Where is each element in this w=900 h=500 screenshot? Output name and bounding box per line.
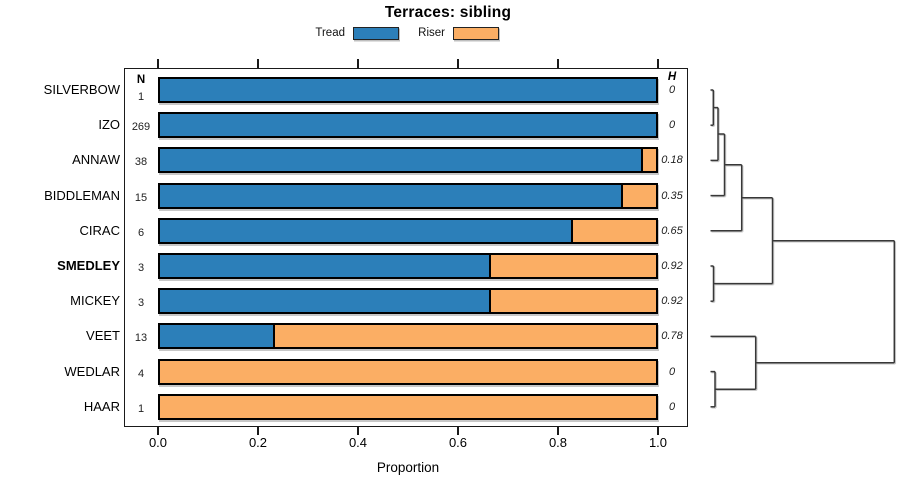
tread-segment: [160, 79, 656, 101]
h-column-header: H: [667, 71, 677, 83]
row-label: MICKEY: [70, 293, 120, 309]
tread-segment: [160, 114, 656, 137]
tread-segment: [160, 184, 623, 207]
h-value: 0.35: [661, 189, 683, 202]
h-value: 0.18: [661, 154, 683, 167]
chart-title: Terraces: sibling: [384, 4, 512, 21]
axis-tick-bottom: [557, 425, 559, 435]
stacked-bar: [158, 147, 658, 174]
axis-tick-bottom: [657, 425, 659, 435]
h-value: 0: [668, 365, 676, 378]
axis-tick-label: 0.2: [248, 435, 268, 450]
n-value: 6: [137, 226, 145, 239]
axis-tick-top: [557, 58, 559, 68]
n-value: 15: [134, 191, 148, 204]
axis-tick-top: [357, 58, 359, 68]
n-value: 38: [134, 156, 148, 169]
n-value: 3: [137, 262, 145, 274]
stacked-bar: [158, 182, 658, 209]
tread-segment: [160, 149, 644, 172]
axis-tick-label: 0.6: [448, 435, 468, 450]
legend-label-riser: Riser: [418, 27, 445, 39]
legend-label-tread: Tread: [315, 27, 345, 39]
axis-tick-bottom: [257, 425, 259, 435]
stacked-bar: [158, 112, 658, 139]
row-label: VEET: [86, 328, 120, 344]
stacked-bar: [158, 323, 658, 350]
axis-tick-label: 0.8: [548, 435, 568, 450]
plot-box: [124, 67, 688, 427]
axis-tick-label: 0.4: [348, 435, 368, 450]
h-value: 0.78: [661, 330, 683, 343]
row-label: WEDLAR: [64, 363, 120, 379]
tread-segment: [160, 219, 574, 242]
stacked-bar: [158, 77, 658, 103]
axis-tick-top: [157, 58, 159, 68]
h-value: 0: [668, 400, 676, 413]
tread-segment: [160, 255, 491, 277]
h-value: 0.65: [661, 224, 683, 237]
stacked-bar: [158, 393, 658, 420]
n-value: 13: [134, 332, 148, 345]
h-value: 0.92: [661, 295, 683, 308]
axis-tick-bottom: [357, 425, 359, 435]
row-label: ANNAW: [72, 152, 120, 168]
legend-swatch-tread: [353, 27, 399, 40]
row-label: BIDDLEMAN: [44, 187, 120, 203]
row-label: CIRAC: [79, 222, 120, 238]
axis-tick-bottom: [157, 425, 159, 435]
stacked-bar: [158, 217, 658, 244]
stacked-bar: [158, 358, 658, 385]
tread-segment: [160, 290, 491, 313]
n-value: 4: [137, 367, 145, 380]
row-label: SMEDLEY: [57, 258, 120, 273]
h-value: 0: [668, 84, 676, 96]
axis-tick-label: 0.0: [148, 435, 168, 450]
axis-tick-label: 1.0: [648, 435, 668, 450]
tread-segment: [160, 325, 275, 348]
row-label: HAAR: [83, 398, 120, 414]
h-value: 0: [668, 119, 676, 132]
n-column-header: N: [136, 74, 146, 86]
axis-tick-top: [457, 58, 459, 68]
axis-tick-bottom: [457, 425, 459, 435]
n-value: 3: [137, 297, 145, 310]
legend-swatch-riser: [453, 27, 499, 40]
n-value: 1: [137, 402, 145, 415]
h-value: 0.92: [661, 260, 683, 272]
stacked-bar: [158, 253, 658, 279]
axis-tick-top: [657, 58, 659, 68]
stacked-bar: [158, 288, 658, 315]
row-label: IZO: [98, 117, 120, 133]
n-value: 1: [137, 91, 145, 103]
axis-tick-top: [257, 58, 259, 68]
x-axis-title: Proportion: [376, 460, 440, 475]
row-label: SILVERBOW: [43, 82, 120, 97]
n-value: 269: [131, 121, 151, 134]
